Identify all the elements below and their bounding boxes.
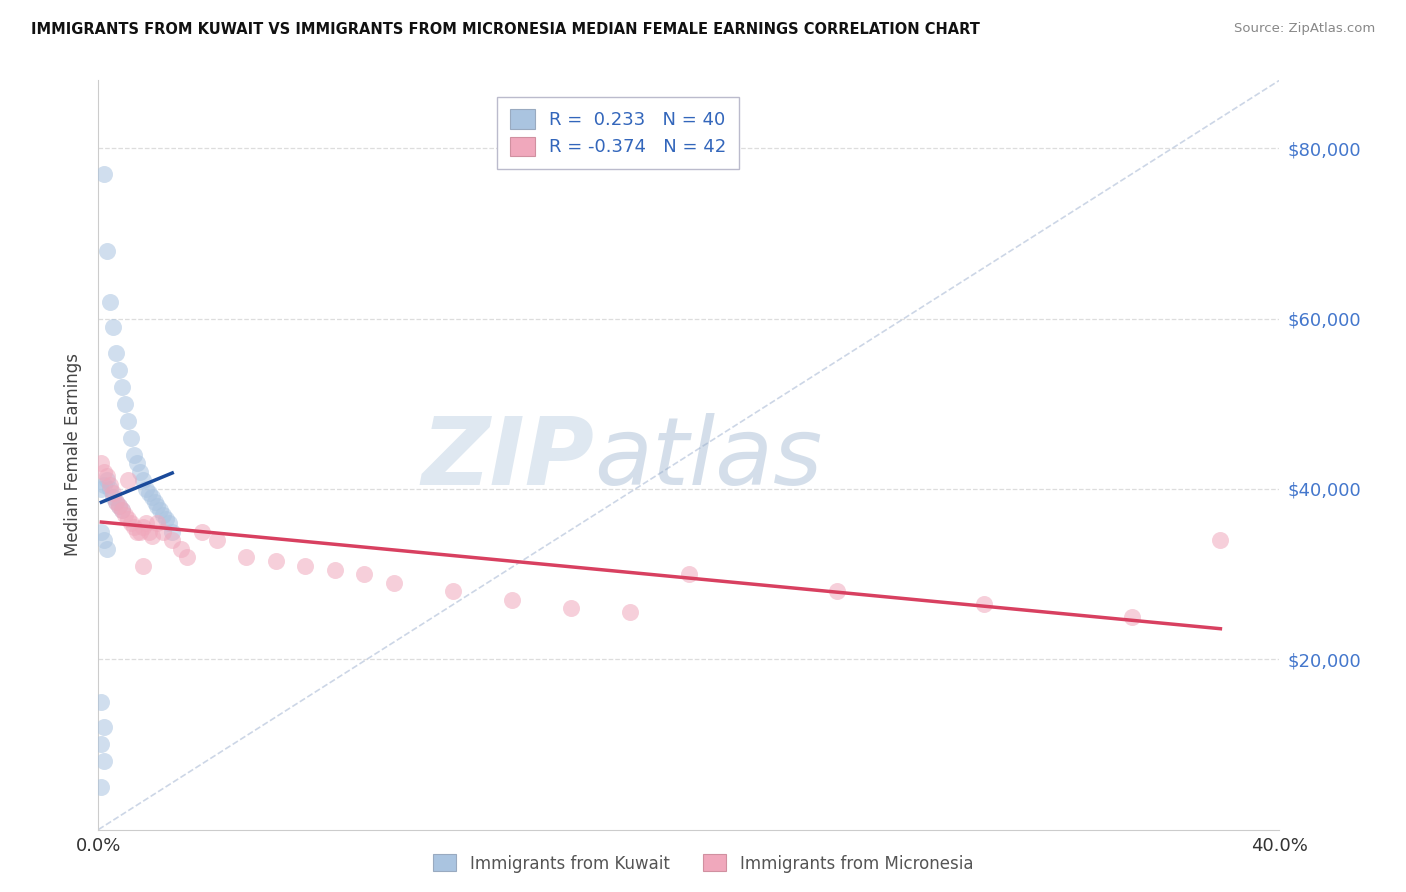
Point: [98, 294, 121, 309]
Point: [176, 550, 198, 565]
Point: [678, 567, 700, 582]
Point: [93, 167, 115, 181]
Point: [162, 524, 183, 539]
Point: [441, 584, 464, 599]
Point: [111, 380, 134, 394]
Point: [122, 520, 145, 534]
Point: [105, 494, 128, 508]
Point: [122, 448, 145, 462]
Point: [135, 482, 157, 496]
Point: [128, 524, 150, 539]
Point: [111, 503, 134, 517]
Point: [143, 494, 166, 508]
Point: [96, 469, 118, 483]
Point: [235, 550, 257, 565]
Point: [149, 503, 172, 517]
Point: [103, 320, 125, 334]
Point: [93, 755, 115, 769]
Point: [323, 563, 346, 577]
Text: atlas: atlas: [595, 413, 823, 504]
Point: [117, 414, 139, 428]
Point: [125, 457, 148, 471]
Point: [98, 482, 121, 496]
Point: [96, 474, 118, 488]
Y-axis label: Median Female Earnings: Median Female Earnings: [65, 353, 83, 557]
Point: [141, 529, 163, 543]
Point: [1209, 533, 1232, 547]
Point: [294, 558, 316, 573]
Point: [132, 558, 155, 573]
Point: [114, 508, 136, 522]
Point: [108, 499, 131, 513]
Point: [973, 597, 995, 611]
Point: [120, 516, 142, 530]
Point: [90, 457, 112, 471]
Point: [825, 584, 848, 599]
Point: [162, 533, 183, 547]
Point: [152, 524, 174, 539]
Point: [117, 512, 139, 526]
Legend: R =  0.233   N = 40, R = -0.374   N = 42: R = 0.233 N = 40, R = -0.374 N = 42: [496, 97, 740, 169]
Point: [93, 533, 115, 547]
Point: [105, 345, 128, 359]
Point: [105, 494, 128, 508]
Point: [132, 520, 155, 534]
Point: [93, 720, 115, 734]
Point: [152, 508, 174, 522]
Point: [141, 491, 163, 505]
Point: [90, 695, 112, 709]
Text: ZIP: ZIP: [422, 413, 595, 505]
Point: [103, 486, 125, 500]
Point: [128, 465, 150, 479]
Point: [90, 738, 112, 752]
Point: [157, 516, 180, 530]
Point: [90, 780, 112, 794]
Point: [103, 491, 125, 505]
Text: IMMIGRANTS FROM KUWAIT VS IMMIGRANTS FROM MICRONESIA MEDIAN FEMALE EARNINGS CORR: IMMIGRANTS FROM KUWAIT VS IMMIGRANTS FRO…: [31, 22, 980, 37]
Point: [108, 499, 131, 513]
Point: [120, 431, 142, 445]
Point: [205, 533, 228, 547]
Point: [501, 592, 523, 607]
Point: [155, 512, 177, 526]
Point: [191, 524, 214, 539]
Point: [382, 575, 405, 590]
Point: [264, 554, 287, 568]
Point: [560, 601, 582, 615]
Point: [146, 516, 169, 530]
Point: [117, 474, 139, 488]
Point: [132, 474, 155, 488]
Text: Source: ZipAtlas.com: Source: ZipAtlas.com: [1234, 22, 1375, 36]
Point: [619, 606, 641, 620]
Point: [135, 516, 157, 530]
Point: [353, 567, 375, 582]
Point: [111, 503, 134, 517]
Point: [108, 363, 131, 377]
Point: [98, 477, 121, 491]
Point: [96, 244, 118, 258]
Point: [90, 482, 112, 496]
Point: [1121, 609, 1143, 624]
Point: [96, 541, 118, 556]
Point: [93, 465, 115, 479]
Point: [170, 541, 193, 556]
Legend: Immigrants from Kuwait, Immigrants from Micronesia: Immigrants from Kuwait, Immigrants from …: [426, 847, 980, 880]
Point: [146, 499, 169, 513]
Point: [93, 477, 115, 491]
Point: [90, 524, 112, 539]
Point: [125, 524, 148, 539]
Point: [114, 397, 136, 411]
Point: [138, 486, 160, 500]
Point: [138, 524, 160, 539]
